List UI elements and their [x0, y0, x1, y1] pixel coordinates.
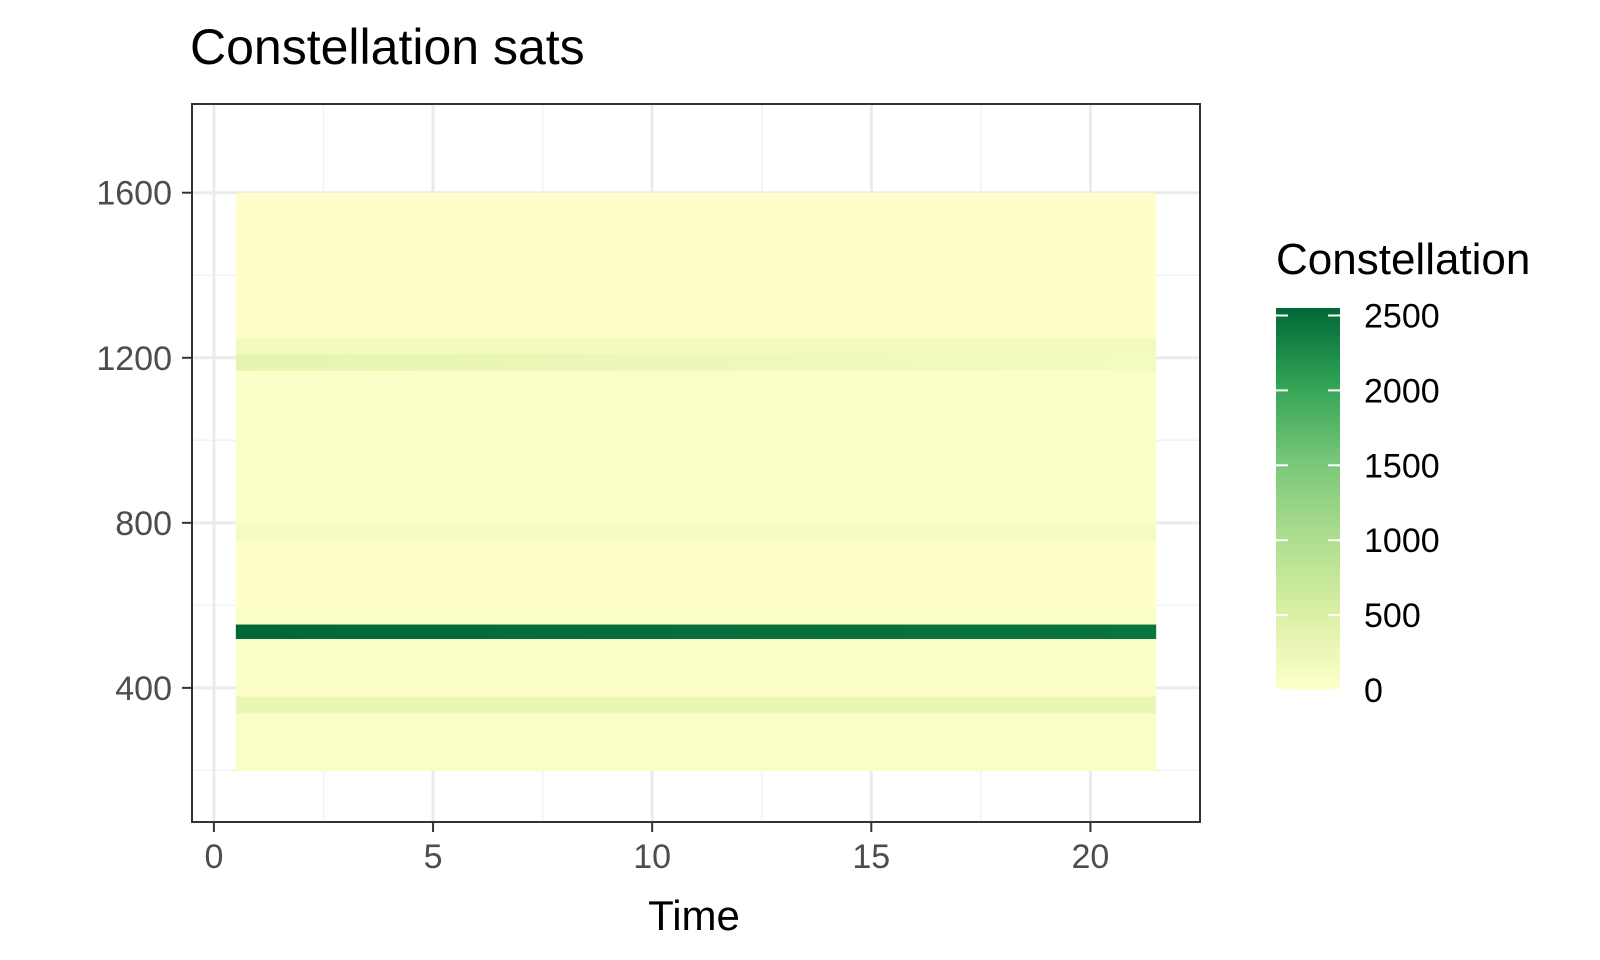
- heatmap-band: [235, 337, 1157, 355]
- heatmap-band: [235, 524, 1157, 540]
- heatmap-band: [235, 192, 1157, 338]
- x-tick-label: 0: [204, 838, 223, 876]
- heatmap-tiles: [235, 192, 1157, 772]
- legend-label: 2500: [1364, 297, 1440, 335]
- legend: Constellation 0 500 1000 1500 2000 2500: [1276, 235, 1530, 710]
- legend-label: 2000: [1364, 372, 1440, 410]
- x-tick-label: 15: [852, 838, 890, 876]
- legend-label: 500: [1364, 597, 1421, 635]
- heatmap-band: [235, 609, 1157, 625]
- heatmap-band: [235, 712, 1157, 730]
- axes: 0 5 10 15 20 400 800 1200 1600: [96, 103, 1201, 876]
- chart-title: Constellation sats: [190, 19, 585, 75]
- heatmap-band: [235, 353, 1157, 371]
- legend-label: 1500: [1364, 447, 1440, 485]
- y-tick-label: 800: [115, 505, 172, 543]
- heatmap-band: [235, 729, 1157, 772]
- y-tick-label: 400: [115, 670, 172, 708]
- y-tick-label: 1200: [96, 340, 172, 378]
- x-tick-label: 5: [424, 838, 443, 876]
- legend-label: 0: [1364, 672, 1383, 710]
- legend-colorbar: [1276, 308, 1340, 690]
- panel-border: [191, 103, 1201, 823]
- legend-label: 1000: [1364, 522, 1440, 560]
- heatmap-band: [235, 370, 1157, 526]
- heatmap-band: [235, 696, 1157, 714]
- heatmap-band: [235, 623, 1157, 639]
- heatmap-band: [235, 539, 1157, 611]
- y-tick-label: 1600: [96, 175, 172, 213]
- x-tick-label: 20: [1072, 838, 1110, 876]
- heatmap-band: [235, 638, 1157, 697]
- x-axis-title: Time: [648, 892, 740, 939]
- legend-title: Constellation: [1276, 235, 1530, 284]
- x-tick-label: 10: [633, 838, 671, 876]
